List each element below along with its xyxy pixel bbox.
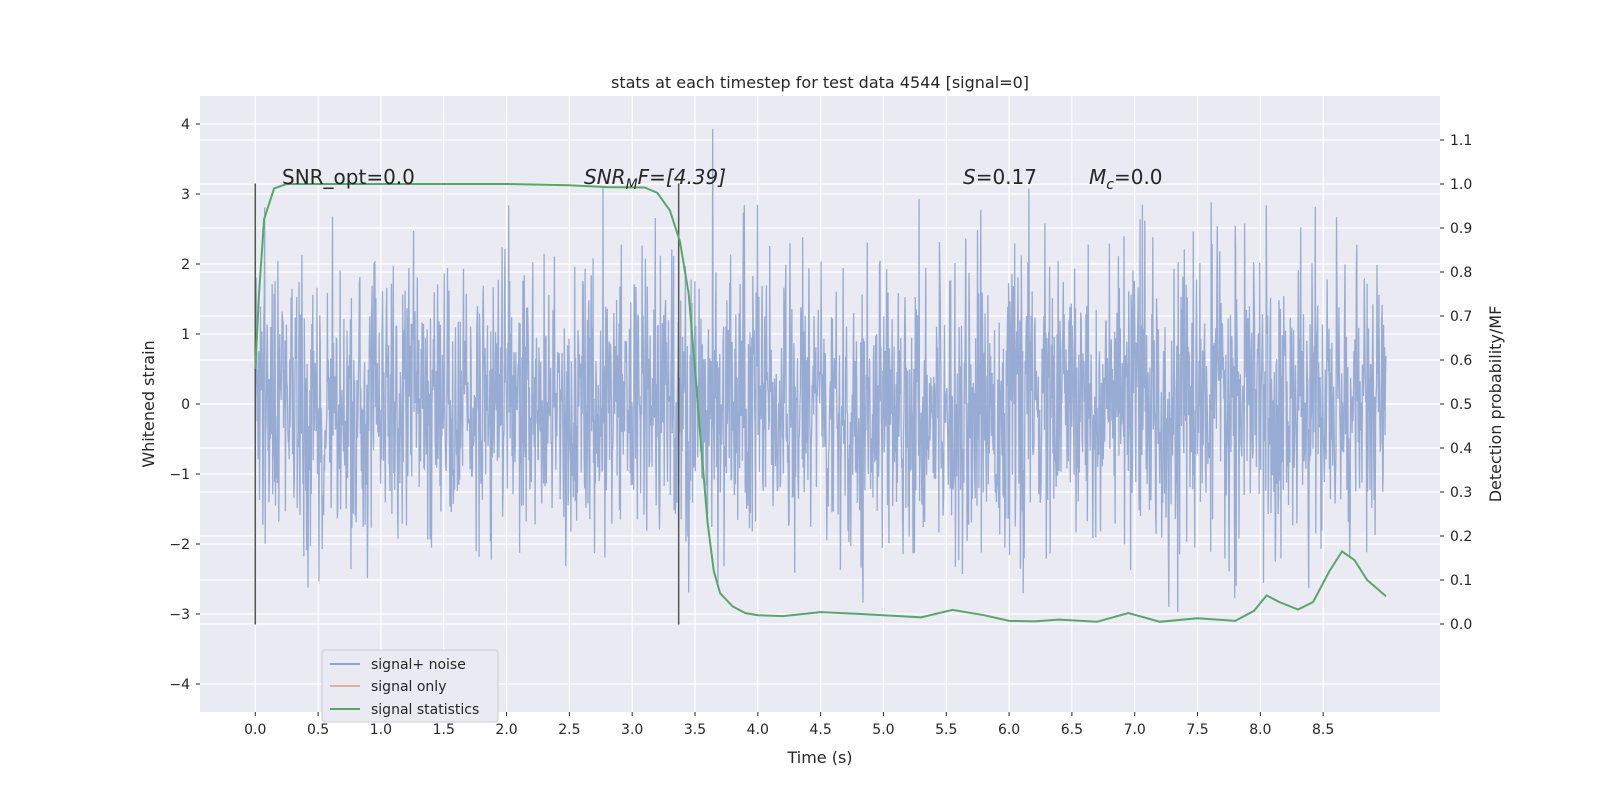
legend-label-signal-only: signal only xyxy=(371,679,446,695)
right-y-tick-label-11: 0.0 xyxy=(1450,617,1472,633)
chart-title: stats at each timestep for test data 454… xyxy=(611,73,1029,92)
right-y-axis-label: Detection probability/MF xyxy=(1486,306,1505,503)
x-tick-label-17: 8.5 xyxy=(1312,722,1334,738)
legend: signal+ noise signal only signal statist… xyxy=(321,649,499,723)
annotation-s: S=0.17 xyxy=(963,165,1037,189)
x-tick-label-2: 1.0 xyxy=(370,722,392,738)
left-y-tick-label-1: 3 xyxy=(181,187,190,203)
right-y-tick-label-5: 0.6 xyxy=(1450,353,1472,369)
left-y-tick-label-3: 1 xyxy=(181,327,190,343)
left-y-axis-ticks: 4 3 2 1 0 −1 −2 −3 −4 xyxy=(169,117,200,693)
x-tick-label-5: 2.5 xyxy=(558,722,580,738)
x-tick-label-13: 6.5 xyxy=(1061,722,1083,738)
left-y-tick-label-7: −3 xyxy=(169,607,190,623)
right-y-tick-label-3: 0.8 xyxy=(1450,265,1472,281)
series-signal-noise xyxy=(254,128,1387,613)
right-y-tick-label-0: 1.1 xyxy=(1450,133,1472,149)
grid xyxy=(200,96,1440,712)
x-tick-label-3: 1.5 xyxy=(433,722,455,738)
x-tick-label-10: 5.0 xyxy=(872,722,894,738)
left-y-tick-label-8: −4 xyxy=(169,677,190,693)
x-tick-label-1: 0.5 xyxy=(307,722,329,738)
x-tick-label-7: 3.5 xyxy=(684,722,706,738)
left-y-tick-label-6: −2 xyxy=(169,537,190,553)
x-tick-label-6: 3.0 xyxy=(621,722,643,738)
right-y-tick-label-7: 0.4 xyxy=(1450,441,1472,457)
right-y-tick-label-8: 0.3 xyxy=(1450,485,1472,501)
left-y-tick-label-4: 0 xyxy=(181,397,190,413)
x-tick-label-12: 6.0 xyxy=(998,722,1020,738)
x-tick-label-16: 8.0 xyxy=(1249,722,1271,738)
right-y-tick-label-9: 0.2 xyxy=(1450,529,1472,545)
x-tick-label-4: 2.0 xyxy=(495,722,517,738)
annotation-snr-opt: SNR_opt=0.0 xyxy=(282,165,415,189)
noise-trace xyxy=(254,128,1387,613)
x-tick-label-0: 0.0 xyxy=(244,722,266,738)
right-y-tick-label-6: 0.5 xyxy=(1450,397,1472,413)
x-tick-label-9: 4.5 xyxy=(809,722,831,738)
legend-label-signal-noise: signal+ noise xyxy=(371,657,466,673)
x-tick-label-14: 7.0 xyxy=(1124,722,1146,738)
annotation-snr-mf: SNRMF=[4.39] xyxy=(584,165,726,193)
annotation-mc: Mc=0.0 xyxy=(1089,165,1163,193)
x-tick-label-11: 5.5 xyxy=(935,722,957,738)
right-y-axis-ticks: 1.1 1.0 0.9 0.8 0.7 0.6 0.5 0.4 0.3 0.2 0.1 0.0 xyxy=(1440,133,1472,633)
left-y-tick-label-2: 2 xyxy=(181,257,190,273)
left-y-axis-label: Whitened strain xyxy=(139,340,158,467)
x-tick-label-15: 7.5 xyxy=(1186,722,1208,738)
series-signal-statistics xyxy=(254,183,1387,623)
x-axis-label: Time (s) xyxy=(786,748,852,767)
right-y-tick-label-2: 0.9 xyxy=(1450,221,1472,237)
x-tick-label-8: 4.0 xyxy=(747,722,769,738)
legend-box xyxy=(321,649,499,723)
x-axis-ticks: 0.0 0.5 1.0 1.5 2.0 2.5 3.0 3.5 4.0 4.5 5.0 5.5 6.0 6… xyxy=(244,712,1334,738)
legend-label-signal-statistics: signal statistics xyxy=(371,702,479,718)
right-y-tick-label-10: 0.1 xyxy=(1450,573,1472,589)
left-y-tick-label-0: 4 xyxy=(181,117,190,133)
right-y-tick-label-1: 1.0 xyxy=(1450,177,1472,193)
vertical-markers xyxy=(254,183,680,625)
left-y-tick-label-5: −1 xyxy=(169,467,190,483)
right-y-tick-label-4: 0.7 xyxy=(1450,309,1472,325)
